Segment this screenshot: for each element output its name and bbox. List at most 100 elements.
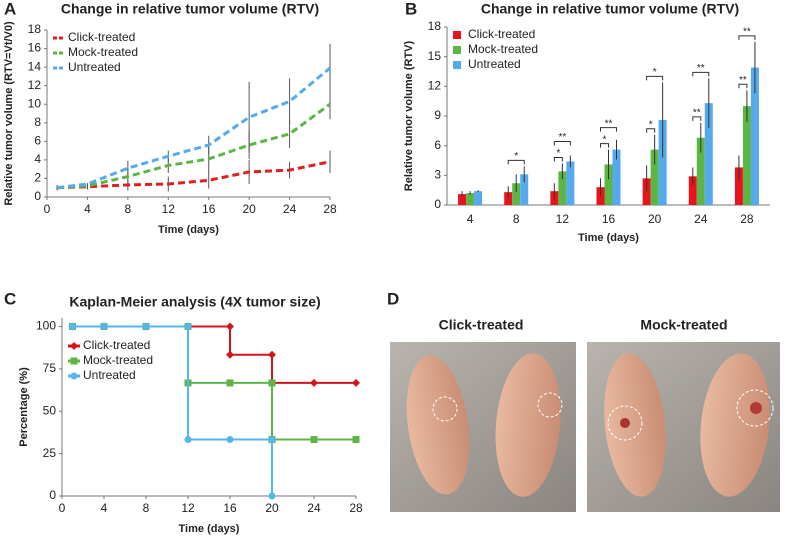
chart-title: Kaplan-Meier analysis (4X tumor size) (69, 294, 320, 310)
marker (184, 322, 192, 330)
marker (268, 379, 276, 387)
marker (226, 322, 234, 331)
chart-title: Change in relative tumor volume (RTV) (61, 1, 319, 17)
y-tick-label: 18 (428, 19, 442, 33)
marker (142, 322, 150, 330)
y-tick-label: 2 (34, 171, 41, 185)
x-tick-label: 16 (223, 501, 237, 515)
x-tick-label: 20 (648, 212, 662, 226)
bar (688, 176, 697, 205)
y-tick-label: 25 (43, 446, 57, 460)
bar (650, 149, 659, 205)
y-tick-label: 15 (428, 49, 442, 63)
mouse (700, 353, 770, 497)
marker (184, 436, 192, 444)
y-tick-label: 16 (28, 41, 42, 55)
tumor-circle (607, 405, 643, 441)
significance-bracket (507, 159, 525, 165)
y-tick-label: 0 (434, 197, 441, 211)
x-tick-label: 8 (125, 202, 132, 216)
x-axis-label: Time (days) (179, 523, 240, 535)
significance-bracket (553, 156, 563, 162)
significance-label: ** (558, 132, 566, 143)
y-tick-label: 50 (43, 403, 57, 417)
x-tick-label: 12 (181, 501, 195, 515)
y-axis-label: Relative tumor volume (RTV=Vt/V0) (3, 21, 15, 206)
significance-bracket (600, 127, 617, 132)
tumor-circle (736, 389, 774, 427)
photo-panel: Click-treated Mock-treated (390, 317, 780, 512)
legend-label: Click-treated (468, 27, 535, 41)
marker (70, 357, 78, 365)
significance-bracket (738, 35, 756, 40)
significance-label: ** (605, 118, 613, 129)
y-axis-label: Percentage (%) (18, 367, 30, 447)
bar (696, 137, 705, 205)
bar (642, 178, 651, 205)
y-tick-label: 6 (434, 138, 441, 152)
bar (604, 164, 613, 205)
y-tick-label: 6 (34, 134, 41, 148)
marker (310, 436, 318, 444)
x-tick-label: 8 (143, 501, 150, 515)
marker (352, 436, 360, 444)
y-tick-label: 4 (34, 152, 41, 166)
marker (268, 492, 276, 500)
marker (226, 379, 234, 387)
chart-title: Change in relative tumor volume (RTV) (481, 1, 739, 17)
significance-label: ** (697, 63, 705, 74)
x-tick-label: 8 (513, 212, 520, 226)
tumor-circle (432, 396, 458, 422)
line (57, 160, 331, 190)
x-tick-label: 24 (283, 202, 297, 216)
line (72, 325, 273, 496)
panel-label: D (387, 289, 399, 308)
x-axis-label: Time (days) (578, 232, 639, 244)
marker (352, 378, 360, 387)
significance-bracket (600, 143, 609, 148)
x-tick-label: 4 (84, 202, 91, 216)
y-tick-label: 0 (49, 488, 56, 502)
x-tick-label: 16 (202, 202, 216, 216)
bar (520, 174, 529, 205)
x-tick-label: 4 (101, 501, 108, 515)
significance-bracket (692, 116, 702, 121)
marker (310, 378, 318, 387)
x-tick-label: 16 (602, 212, 616, 226)
photo-label: Click-treated (439, 317, 524, 333)
bar (458, 194, 467, 205)
x-tick-label: 28 (323, 202, 337, 216)
legend-label: Click-treated (68, 30, 135, 44)
significance-bracket (692, 71, 710, 77)
significance-label: ** (739, 75, 747, 86)
x-tick-label: 24 (694, 212, 708, 226)
significance-label: * (649, 119, 653, 130)
y-tick-label: 10 (28, 96, 42, 110)
bar (566, 161, 575, 205)
significance-bracket (738, 83, 748, 89)
bar (742, 106, 751, 205)
bar (704, 103, 713, 205)
y-tick-label: 12 (28, 78, 42, 92)
y-tick-label: 75 (43, 361, 57, 375)
legend-swatch (453, 61, 461, 69)
bar (512, 183, 521, 205)
x-axis-label: Time (days) (158, 224, 219, 236)
x-tick-label: 20 (265, 501, 279, 515)
bar (612, 149, 621, 205)
x-tick-label: 28 (740, 212, 754, 226)
significance-bracket (553, 140, 571, 146)
y-tick-label: 100 (36, 319, 56, 333)
bar (474, 191, 483, 205)
significance-bracket (646, 75, 664, 81)
legend-swatch (453, 46, 461, 54)
significance-label: ** (743, 26, 751, 37)
bar (734, 167, 743, 205)
bar (504, 192, 513, 205)
marker (70, 342, 78, 350)
mouse (495, 353, 561, 497)
marker (69, 322, 76, 330)
marker (268, 436, 276, 444)
mouse (406, 355, 470, 495)
